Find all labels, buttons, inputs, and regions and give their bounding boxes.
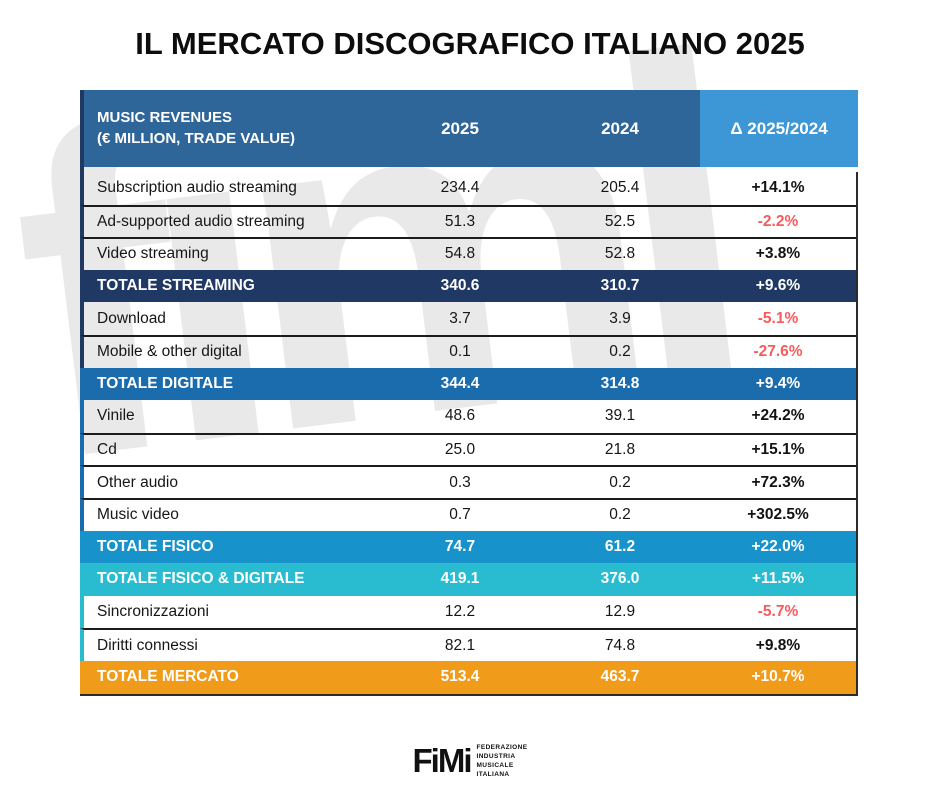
row-label: Mobile & other digital xyxy=(97,343,242,361)
logo-sub-line: FEDERAZIONE xyxy=(476,743,528,751)
logo-sub-line: ITALIANA xyxy=(476,771,510,779)
row-delta: +72.3% xyxy=(751,473,805,491)
row-delta: -2.2% xyxy=(757,212,799,230)
row-value-2024: 205.4 xyxy=(600,179,640,197)
table-row: Subscription audio streaming 234.4 205.4 +1… xyxy=(80,172,856,205)
table-row: Ad-supported audio streaming 51.3 52.5 -2.2… xyxy=(80,204,856,238)
table-row: Diritti connessi 82.1 74.8 +9.8% xyxy=(80,628,856,661)
header-col-2024: 2024 xyxy=(601,118,639,138)
table-row: Music video 0.7 0.2 +302.5% xyxy=(80,497,856,531)
row-value-2024: 12.9 xyxy=(604,603,636,621)
row-value-2025: 54.8 xyxy=(444,245,476,263)
table-row: Download 3.7 3.9 -5.1% xyxy=(80,302,856,335)
table-row: Vinile 48.6 39.1 +24.2% xyxy=(80,400,856,433)
row-value-2024: 39.1 xyxy=(604,407,636,425)
table-row: Sincronizzazioni 12.2 12.9 -5.7% xyxy=(80,595,856,629)
fimi-logo: FiMi FEDERAZIONE INDUSTRIA MUSICALE ITAL… xyxy=(0,742,940,780)
row-value-2025: 25.0 xyxy=(444,441,476,459)
row-delta: +15.1% xyxy=(751,441,805,459)
row-value-2024: 376.0 xyxy=(600,570,640,588)
logo-sub-line: INDUSTRIA xyxy=(476,752,516,760)
row-label: Download xyxy=(97,309,166,327)
row-label: TOTALE FISICO xyxy=(97,537,214,555)
row-value-2025: 344.4 xyxy=(440,374,480,392)
row-delta: -5.1% xyxy=(757,309,799,327)
row-value-2025: 51.3 xyxy=(444,212,476,230)
row-value-2025: 48.6 xyxy=(444,407,476,425)
table-row: TOTALE FISICO 74.7 61.2 +22.0% xyxy=(80,530,856,564)
header-label-line1: MUSIC REVENUES xyxy=(97,109,233,127)
row-label: Video streaming xyxy=(97,245,209,263)
row-value-2024: 0.2 xyxy=(609,343,631,361)
table-row: TOTALE DIGITALE 344.4 314.8 +9.4% xyxy=(80,367,856,401)
row-label: Other audio xyxy=(97,473,178,491)
row-value-2024: 21.8 xyxy=(604,441,636,459)
table-row: Other audio 0.3 0.2 +72.3% xyxy=(80,465,856,498)
row-value-2024: 314.8 xyxy=(600,374,640,392)
row-label: TOTALE DIGITALE xyxy=(97,374,234,392)
row-label: Vinile xyxy=(97,407,135,425)
row-delta: +11.5% xyxy=(751,570,805,588)
row-label: Music video xyxy=(97,506,179,524)
row-delta: +9.4% xyxy=(755,374,801,392)
row-value-2024: 52.5 xyxy=(604,212,636,230)
header-col-2025: 2025 xyxy=(441,118,479,138)
row-label: TOTALE STREAMING xyxy=(97,277,255,295)
logo-sub-line: MUSICALE xyxy=(476,762,514,769)
row-label: TOTALE FISICO & DIGITALE xyxy=(97,570,305,588)
row-label: TOTALE MERCATO xyxy=(97,668,239,686)
row-delta: +10.7% xyxy=(751,668,805,686)
row-value-2025: 12.2 xyxy=(444,603,476,621)
revenue-table: MUSIC REVENUES (€ MILLION, TRADE VALUE) … xyxy=(80,90,858,696)
row-value-2024: 3.9 xyxy=(609,309,631,327)
row-value-2025: 513.4 xyxy=(440,668,480,686)
table-body: Subscription audio streaming 234.4 205.4 +1… xyxy=(80,172,858,696)
row-label: Diritti connessi xyxy=(97,636,198,654)
row-value-2025: 82.1 xyxy=(444,636,476,654)
row-value-2024: 0.2 xyxy=(609,473,631,491)
table-header: MUSIC REVENUES (€ MILLION, TRADE VALUE) … xyxy=(80,90,858,167)
row-value-2025: 0.1 xyxy=(449,343,471,361)
row-value-2025: 340.6 xyxy=(440,277,480,295)
row-delta: +22.0% xyxy=(751,537,805,555)
row-label: Cd xyxy=(97,441,117,459)
table-row: Mobile & other digital 0.1 0.2 -27.6% xyxy=(80,334,856,368)
row-delta: +14.1% xyxy=(751,179,805,197)
row-value-2025: 74.7 xyxy=(444,537,476,555)
row-value-2024: 61.2 xyxy=(604,537,636,555)
table-row: TOTALE MERCATO 513.4 463.7 +10.7% xyxy=(80,660,856,694)
header-label-cell: MUSIC REVENUES (€ MILLION, TRADE VALUE) xyxy=(84,90,380,167)
header-col-delta: Δ 2025/2024 xyxy=(700,90,858,167)
row-value-2025: 3.7 xyxy=(449,309,471,327)
table-row: Cd 25.0 21.8 +15.1% xyxy=(80,432,856,466)
table-row: TOTALE FISICO & DIGITALE 419.1 376.0 +11.5% xyxy=(80,563,856,596)
row-value-2025: 0.7 xyxy=(449,506,471,524)
row-value-2024: 52.8 xyxy=(604,245,636,263)
table-row: TOTALE STREAMING 340.6 310.7 +9.6% xyxy=(80,269,856,303)
table-row: Video streaming 54.8 52.8 +3.8% xyxy=(80,237,856,270)
row-delta: -5.7% xyxy=(757,603,799,621)
row-label: Sincronizzazioni xyxy=(97,603,209,621)
page-title: IL MERCATO DISCOGRAFICO ITALIANO 2025 xyxy=(135,26,805,61)
row-label: Subscription audio streaming xyxy=(97,179,297,197)
row-delta: +24.2% xyxy=(751,407,805,425)
header-label-line2: (€ MILLION, TRADE VALUE) xyxy=(97,129,296,147)
row-delta: -27.6% xyxy=(753,343,803,361)
header-body-gap xyxy=(80,167,858,172)
row-value-2025: 234.4 xyxy=(440,179,480,197)
row-value-2025: 0.3 xyxy=(449,473,471,491)
row-value-2024: 74.8 xyxy=(604,636,636,654)
row-delta: +3.8% xyxy=(755,245,801,263)
row-value-2024: 463.7 xyxy=(600,668,640,686)
row-delta: +302.5% xyxy=(747,506,809,524)
row-label: Ad-supported audio streaming xyxy=(97,212,305,230)
row-delta: +9.8% xyxy=(755,636,801,654)
row-delta: +9.6% xyxy=(755,277,801,295)
fimi-logo-subtext: FEDERAZIONE INDUSTRIA MUSICALE ITALIANA xyxy=(476,743,527,779)
row-value-2024: 310.7 xyxy=(600,277,640,295)
row-value-2024: 0.2 xyxy=(609,506,631,524)
row-value-2025: 419.1 xyxy=(440,570,480,588)
fimi-logo-text: FiMi xyxy=(412,742,473,779)
